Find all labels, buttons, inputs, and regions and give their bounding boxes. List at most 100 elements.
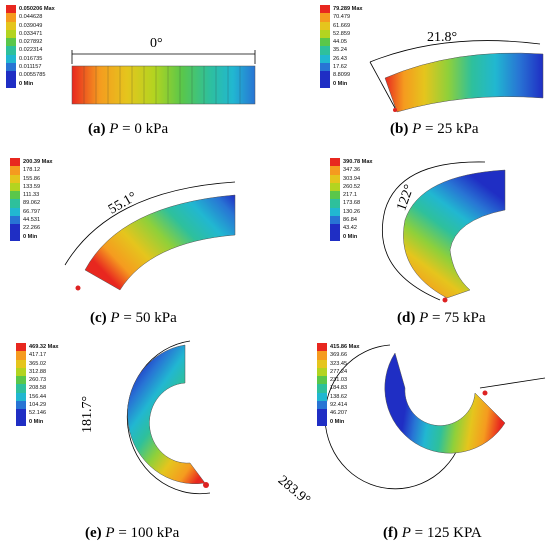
legend-value: 0 Min — [343, 233, 358, 240]
legend-value: 200.39 Max — [23, 159, 53, 165]
legend-swatch — [320, 5, 330, 14]
legend-row: 155.86 — [10, 174, 53, 183]
legend-row: 35.24 — [320, 46, 363, 55]
legend-swatch — [6, 38, 16, 47]
color-legend-c: 200.39 Max 178.12 155.86 133.59 111.33 89.062… — [10, 158, 53, 241]
legend-value: 0.044628 — [19, 14, 43, 21]
legend-swatch — [320, 79, 330, 88]
legend-swatch — [317, 367, 327, 377]
legend-value: 104.29 — [29, 402, 47, 409]
legend-row: 415.86 Max — [317, 343, 360, 352]
legend-value: 217.1 — [343, 192, 357, 199]
legend-swatch — [10, 182, 20, 192]
legend-row: 0 Min — [320, 79, 363, 88]
legend-swatch — [320, 29, 330, 39]
legend-row: 260.73 — [16, 376, 59, 385]
legend-value: 130.26 — [343, 208, 361, 215]
bend-angle-label-a: 0° — [150, 36, 163, 51]
legend-row: 52.859 — [320, 29, 363, 39]
legend-row: 0 Min — [317, 417, 360, 426]
legend-value: 0.016735 — [19, 55, 43, 62]
legend-row: 0.022314 — [6, 46, 55, 55]
legend-row: 0.050206 Max — [6, 5, 55, 14]
legend-row: 0.044628 — [6, 13, 55, 22]
legend-swatch — [330, 158, 340, 167]
legend-swatch — [16, 351, 26, 360]
legend-row: 184.83 — [317, 384, 360, 393]
legend-value: 0 Min — [29, 418, 44, 425]
actuator-figure-e — [126, 340, 211, 495]
panel-f: 415.86 Max 369.66 323.45 277.24 231.03 184.83… — [275, 333, 550, 550]
legend-swatch — [6, 79, 16, 88]
legend-value: 347.36 — [343, 167, 361, 174]
legend-row: 231.03 — [317, 376, 360, 385]
legend-row: 0.027892 — [6, 38, 55, 47]
legend-value: 0.022314 — [19, 47, 43, 54]
legend-swatch — [10, 207, 20, 217]
legend-value: 390.78 Max — [343, 159, 373, 165]
legend-row: 217.1 — [330, 191, 373, 200]
legend-swatch — [320, 71, 330, 80]
legend-row: 61.669 — [320, 21, 363, 30]
legend-swatch — [16, 376, 26, 385]
legend-swatch — [16, 384, 26, 393]
legend-value: 70.479 — [333, 14, 351, 21]
legend-value: 0 Min — [23, 233, 38, 240]
legend-value: 133.59 — [23, 183, 41, 190]
legend-value: 0 Min — [333, 80, 348, 87]
legend-swatch — [10, 232, 20, 241]
color-legend-d: 390.78 Max 347.36 303.94 260.52 217.1 173.68 1… — [330, 158, 373, 241]
legend-row: 178.12 — [10, 166, 53, 175]
legend-value: 44.531 — [23, 217, 41, 224]
caption-a: (a) P = 0 kPa — [88, 121, 169, 137]
legend-row: 0 Min — [10, 232, 53, 241]
legend-swatch — [16, 367, 26, 377]
legend-value: 43.42 — [343, 225, 357, 232]
legend-row: 260.52 — [330, 182, 373, 192]
color-legend-f: 415.86 Max 369.66 323.45 277.24 231.03 184.83… — [317, 343, 360, 426]
legend-swatch — [6, 29, 16, 39]
legend-swatch — [16, 417, 26, 426]
legend-swatch — [330, 199, 340, 208]
legend-swatch — [10, 158, 20, 167]
legend-swatch — [10, 174, 20, 183]
legend-value: 0.039049 — [19, 22, 43, 29]
actuator-figure-f — [324, 344, 546, 490]
legend-row: 46.207 — [317, 409, 360, 418]
legend-swatch — [317, 392, 327, 402]
legend-swatch — [330, 191, 340, 200]
legend-row: 26.43 — [320, 54, 363, 64]
legend-swatch — [330, 174, 340, 183]
legend-row: 277.24 — [317, 367, 360, 377]
legend-swatch — [317, 384, 327, 393]
legend-row: 86.84 — [330, 216, 373, 225]
legend-row: 104.29 — [16, 401, 59, 410]
legend-value: 178.12 — [23, 167, 41, 174]
legend-value: 369.66 — [330, 352, 348, 359]
legend-swatch — [6, 63, 16, 72]
legend-row: 0.016735 — [6, 54, 55, 64]
legend-swatch — [320, 46, 330, 55]
legend-value: 35.24 — [333, 47, 347, 54]
legend-value: 61.669 — [333, 22, 351, 29]
legend-swatch — [330, 224, 340, 233]
legend-row: 44.05 — [320, 38, 363, 47]
legend-swatch — [320, 38, 330, 47]
legend-swatch — [16, 409, 26, 418]
legend-value: 277.24 — [330, 368, 348, 375]
legend-swatch — [320, 63, 330, 72]
legend-value: 52.859 — [333, 30, 351, 37]
color-legend-a: 0.050206 Max 0.044628 0.039049 0.033471 0.02… — [6, 5, 55, 88]
legend-swatch — [320, 54, 330, 64]
legend-value: 208.58 — [29, 385, 47, 392]
legend-swatch — [6, 13, 16, 22]
legend-row: 0 Min — [6, 79, 55, 88]
legend-row: 0.033471 — [6, 29, 55, 39]
actuator-figure-b — [369, 40, 544, 113]
legend-row: 8.8099 — [320, 71, 363, 80]
legend-swatch — [16, 392, 26, 402]
legend-value: 365.02 — [29, 360, 47, 367]
legend-row: 17.62 — [320, 63, 363, 72]
legend-row: 89.062 — [10, 199, 53, 208]
legend-row: 0.011157 — [6, 63, 55, 72]
